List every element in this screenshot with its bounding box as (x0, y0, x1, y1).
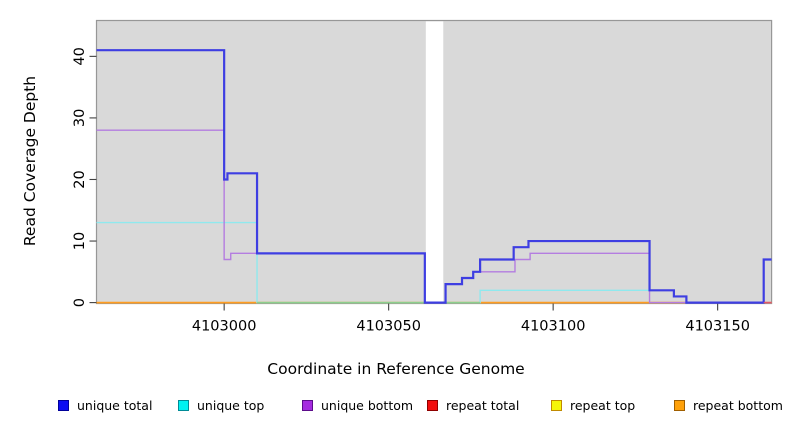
x-tick-label: 4103100 (521, 319, 586, 335)
legend-swatch-icon (551, 400, 562, 411)
legend-item-repeat-bottom: repeat bottom (674, 398, 783, 413)
y-axis-title: Read Coverage Depth (21, 75, 39, 247)
legend-label: repeat total (446, 398, 520, 413)
legend-label: unique total (77, 398, 153, 413)
legend-swatch-icon (58, 400, 69, 411)
y-tick-label: 40 (72, 47, 88, 65)
legend-item-repeat-total: repeat total (427, 398, 519, 413)
legend-item-unique-top: unique top (178, 398, 264, 413)
legend-swatch-icon (674, 400, 685, 411)
series-line-unique-total (96, 49, 772, 304)
coverage-plot: 4103000 4103050 4103100 4103150 0 10 20 30 40 (72, 19, 773, 335)
legend-label: repeat top (570, 398, 636, 413)
legend-label: unique bottom (321, 398, 414, 413)
masked-region (425, 21, 444, 304)
legend-item-repeat-top: repeat top (551, 398, 635, 413)
x-tick-label: 4103150 (685, 319, 750, 335)
legend-swatch-icon (302, 400, 313, 411)
x-axis-title: Coordinate in Reference Genome (267, 360, 525, 378)
legend-item-unique-total: unique total (58, 398, 152, 413)
legend-swatch-icon (178, 400, 189, 411)
legend-swatch-icon (427, 400, 438, 411)
y-tick-label: 0 (72, 298, 88, 307)
legend-label: repeat bottom (693, 398, 783, 413)
y-tick-label: 10 (72, 232, 88, 250)
y-tick-label: 20 (72, 170, 88, 188)
x-tick-label: 4103000 (192, 319, 257, 335)
legend-label: unique top (197, 398, 265, 413)
x-tick-label: 4103050 (356, 319, 421, 335)
legend-item-unique-bottom: unique bottom (302, 398, 413, 413)
y-tick-label: 30 (72, 109, 88, 127)
